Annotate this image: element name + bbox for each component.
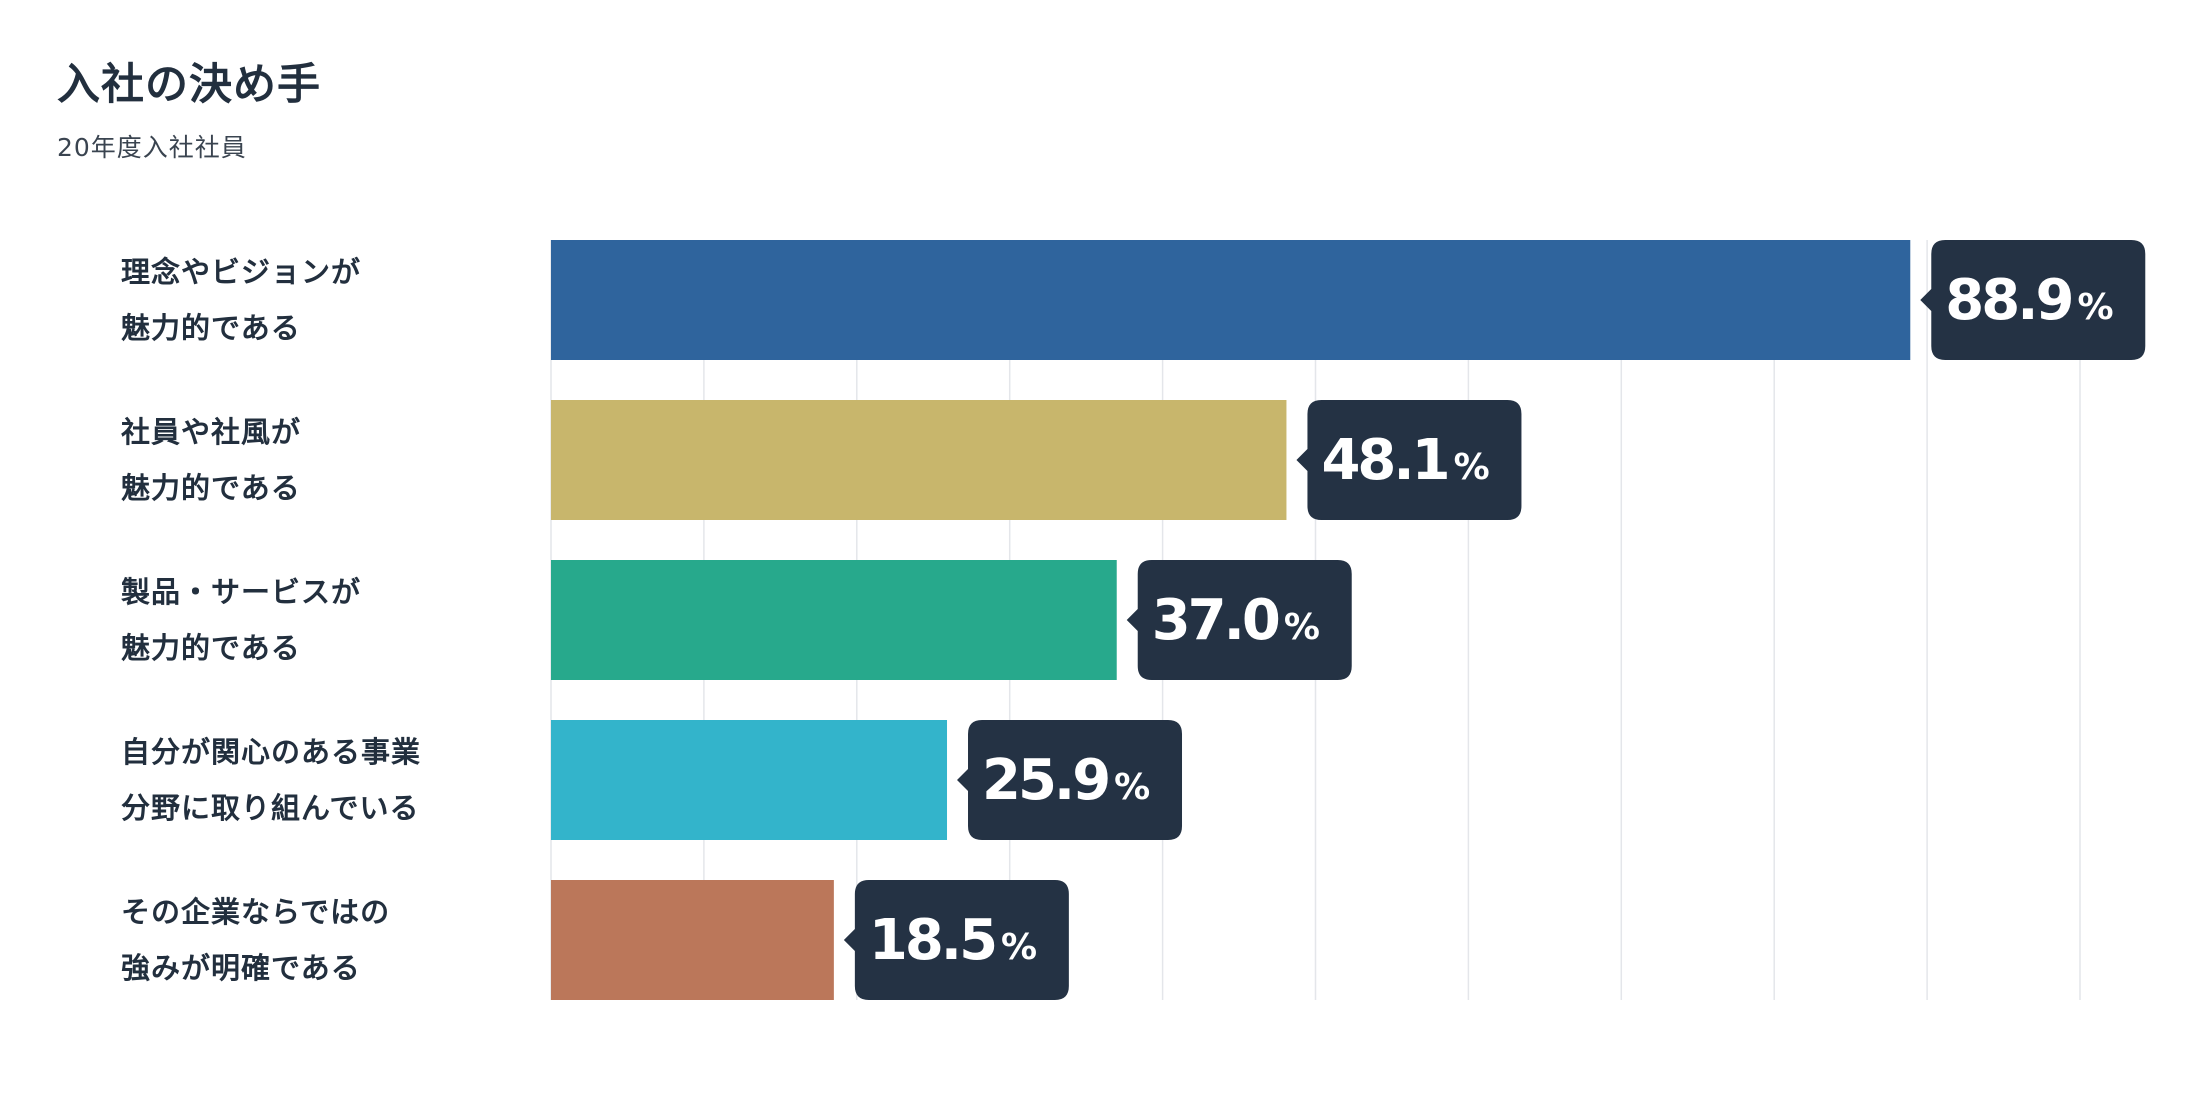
category-label: 製品・サービスが 魅力的である <box>121 564 481 676</box>
category-label: 理念やビジョンが 魅力的である <box>121 244 481 356</box>
value-callout <box>1920 240 2146 360</box>
category-label: 自分が関心のある事業 分野に取り組んでいる <box>121 724 481 836</box>
bar <box>551 560 1117 680</box>
data-label-unit: % <box>1454 447 1490 488</box>
bar <box>551 720 948 840</box>
category-label-line: その企業ならではの <box>121 895 391 929</box>
data-label: 25.9% <box>982 748 1150 813</box>
category-label-line: 魅力的である <box>121 631 301 665</box>
value-callout <box>1126 560 1352 680</box>
data-label: 48.1% <box>1321 428 1489 493</box>
data-label-unit: % <box>1284 607 1320 648</box>
chart-title: 入社の決め手 <box>57 60 321 110</box>
data-label-value: 88.9 <box>1945 268 2071 333</box>
bars <box>551 240 1911 1000</box>
value-callouts: 88.9 %48.1 %37.0 %25.9 %18.5% <box>843 240 2146 1000</box>
value-callout <box>957 720 1183 840</box>
category-label-line: 魅力的である <box>121 471 301 505</box>
category-label-line: 自分が関心のある事業 <box>121 735 422 769</box>
category-label: その企業ならではの 強みが明確である <box>121 884 481 996</box>
data-label: 18.5% <box>869 908 1037 973</box>
category-label-line: 強みが明確である <box>121 951 361 985</box>
data-label-value: 18.5 <box>869 908 995 973</box>
chart-subtitle: 20年度入社社員 <box>57 133 247 162</box>
data-label-value: 25.9 <box>982 748 1108 813</box>
data-label-unit: % <box>1114 767 1150 808</box>
category-label-line: 魅力的である <box>121 311 301 345</box>
category-label-line: 社員や社風が <box>121 415 302 449</box>
bar <box>551 880 834 1000</box>
data-label-value: 48.1 <box>1321 428 1447 493</box>
data-label-unit: % <box>1001 927 1037 968</box>
data-label-value: 37.0 <box>1152 588 1279 653</box>
category-label-line: 理念やビジョンが <box>121 255 362 289</box>
value-callout <box>1296 400 1522 520</box>
value-callout <box>843 880 1069 1000</box>
data-label-unit: % <box>2077 287 2113 328</box>
category-label-line: 製品・サービスが <box>121 575 362 609</box>
category-label-line: 分野に取り組んでいる <box>121 791 420 825</box>
data-label: 88.9% <box>1945 268 2113 333</box>
data-label: 37.0% <box>1152 588 1320 653</box>
bar <box>551 240 1911 360</box>
bar <box>551 400 1287 520</box>
category-label: 社員や社風が 魅力的である <box>121 404 481 516</box>
